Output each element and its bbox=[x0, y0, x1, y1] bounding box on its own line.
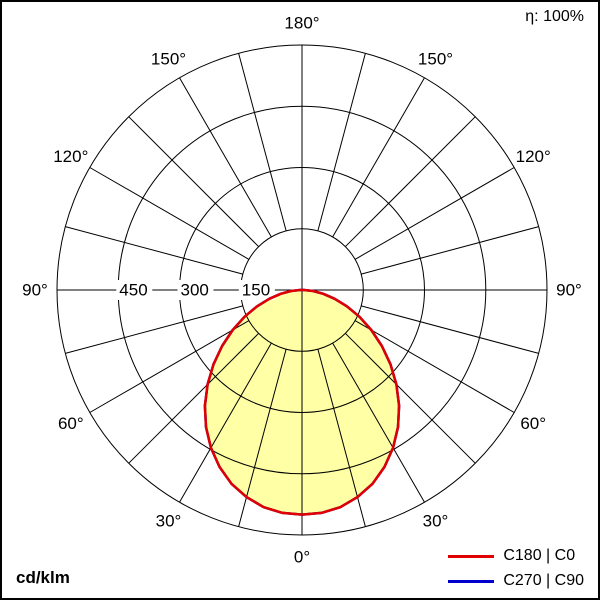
grid-spoke bbox=[128, 116, 260, 248]
legend-item-c270-c90: C270 | C90 bbox=[448, 572, 584, 590]
grid-spoke bbox=[354, 320, 515, 413]
legend: C180 | C0 C270 | C90 bbox=[448, 547, 584, 590]
grid-spoke bbox=[332, 342, 425, 503]
efficiency-label: η: 100% bbox=[525, 8, 584, 25]
legend-label-c270-c90: C270 | C90 bbox=[503, 572, 584, 589]
curve-c180-c0 bbox=[203, 288, 401, 516]
angle-label: 150° bbox=[418, 49, 453, 68]
legend-line-red bbox=[448, 554, 495, 558]
angle-label: 150° bbox=[151, 49, 186, 68]
grid-spoke bbox=[344, 332, 476, 464]
grid-spoke bbox=[238, 53, 287, 231]
angle-label: 0° bbox=[294, 548, 310, 567]
grid-spoke bbox=[89, 320, 250, 413]
angle-label: 120° bbox=[516, 147, 551, 166]
grid-spoke bbox=[332, 77, 425, 238]
grid-spoke bbox=[361, 305, 539, 354]
angle-label: 120° bbox=[53, 147, 88, 166]
grid-spoke bbox=[317, 53, 366, 231]
grid-spoke bbox=[128, 332, 260, 464]
legend-label-c180-c0: C180 | C0 bbox=[503, 547, 576, 564]
angle-label: 30° bbox=[423, 512, 449, 531]
angle-label: 30° bbox=[156, 512, 182, 531]
grid-spoke bbox=[354, 167, 515, 260]
grid-spoke bbox=[65, 226, 243, 275]
angle-label: 90° bbox=[556, 281, 582, 300]
radial-tick-bg bbox=[238, 280, 275, 300]
radial-tick-label: 450 bbox=[119, 281, 147, 300]
angle-label: 180° bbox=[284, 14, 319, 33]
angle-label: 60° bbox=[58, 414, 84, 433]
unit-label: cd/klm bbox=[16, 568, 70, 587]
angle-label: 90° bbox=[22, 281, 48, 300]
radial-tick-label: 300 bbox=[181, 281, 209, 300]
grid-spoke bbox=[344, 116, 476, 248]
angle-label: 60° bbox=[520, 414, 546, 433]
legend-line-blue bbox=[448, 579, 495, 583]
radial-tick-label: 150 bbox=[242, 281, 270, 300]
grid-spoke bbox=[89, 167, 250, 260]
radial-tick-bg bbox=[116, 280, 153, 300]
grid-spoke bbox=[65, 305, 243, 354]
grid-spoke bbox=[179, 77, 272, 238]
radial-tick-bg bbox=[177, 280, 214, 300]
grid-spoke bbox=[361, 226, 539, 275]
legend-item-c180-c0: C180 | C0 bbox=[448, 547, 584, 565]
grid-spoke bbox=[179, 342, 272, 503]
